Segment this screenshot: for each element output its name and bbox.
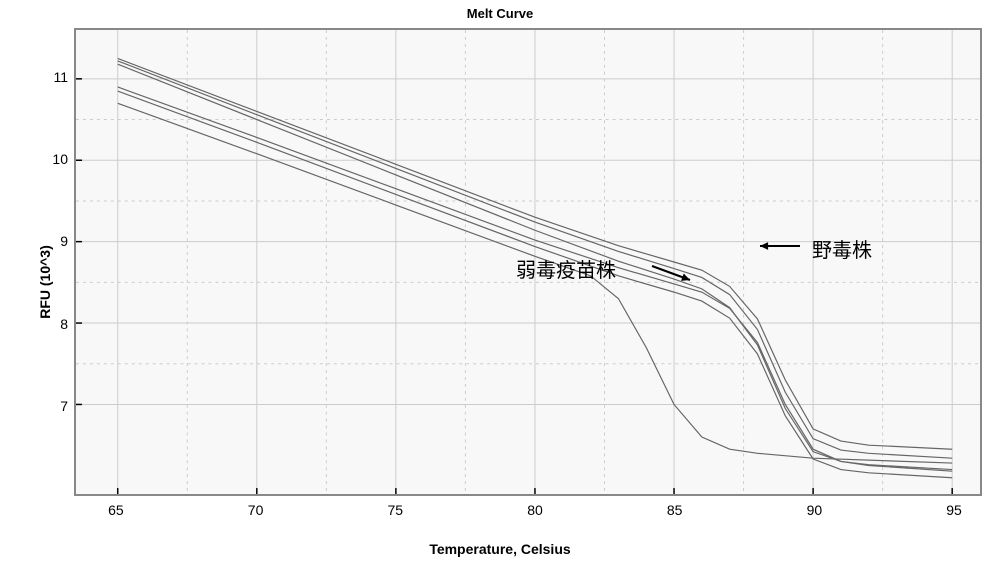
y-tick-label: 9 <box>28 233 68 249</box>
y-axis-label: RFU (10^3) <box>37 245 53 319</box>
y-tick-label: 10 <box>28 151 68 167</box>
x-tick-label: 65 <box>108 502 124 518</box>
annotation-arrow-wild-label <box>750 236 810 256</box>
y-tick-label: 8 <box>28 316 68 332</box>
melt-curve-chart: Melt Curve RFU (10^3) 7 8 9 10 11 65 70 75 80 85… <box>0 0 1000 563</box>
annotation-wild-label: 野毒株 <box>812 234 872 263</box>
annotation-arrow-vaccine-label <box>642 256 700 290</box>
x-tick-label: 80 <box>527 502 543 518</box>
annotation-vaccine-label: 弱毒疫苗株 <box>516 254 616 283</box>
x-tick-label: 90 <box>807 502 823 518</box>
x-tick-label: 85 <box>667 502 683 518</box>
x-tick-label: 75 <box>387 502 403 518</box>
x-tick-label: 95 <box>946 502 962 518</box>
y-tick-label: 11 <box>28 69 68 85</box>
x-tick-label: 70 <box>248 502 264 518</box>
x-axis-label: Temperature, Celsius <box>0 541 1000 557</box>
y-tick-label: 7 <box>28 398 68 414</box>
chart-title: Melt Curve <box>0 6 1000 21</box>
